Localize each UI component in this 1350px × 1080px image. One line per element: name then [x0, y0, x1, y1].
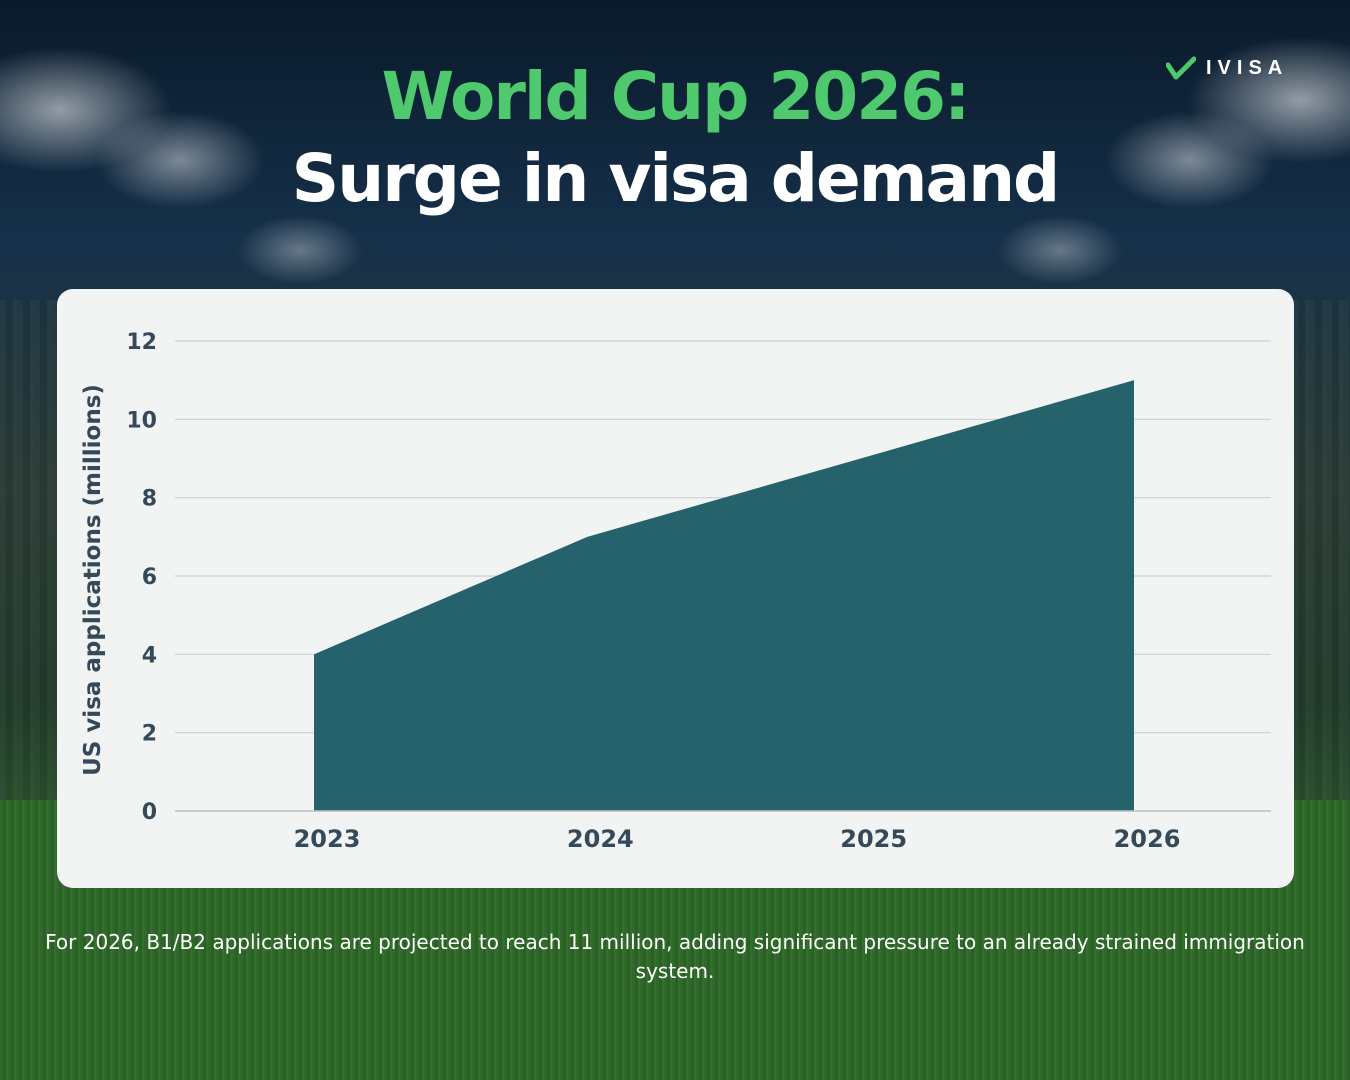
area-chart: 0 2 4 6 8 10 12 2023 2024 2025 2026 [126, 330, 1271, 853]
y-tick-label: 6 [142, 565, 157, 590]
x-tick-label: 2026 [1114, 825, 1181, 853]
page-title: World Cup 2026: Surge in visa demand [0, 56, 1350, 220]
brand-name: IVISA [1206, 56, 1289, 79]
x-tick-label: 2025 [840, 825, 907, 853]
y-axis-label-text: US visa applications (millions) [80, 384, 106, 776]
title-line-1: World Cup 2026: [381, 58, 971, 135]
x-tick-label: 2023 [294, 825, 361, 853]
y-tick-label: 4 [142, 643, 157, 668]
x-tick-label: 2024 [567, 825, 634, 853]
y-tick-label: 0 [142, 800, 157, 825]
footnote-text: For 2026, B1/B2 applications are project… [45, 930, 1305, 983]
y-tick-label: 8 [142, 487, 157, 512]
title-line-2: Surge in visa demand [291, 140, 1061, 217]
y-tick-label: 12 [126, 330, 157, 355]
checkmark-logo-icon [1166, 56, 1196, 80]
y-tick-label: 10 [126, 408, 157, 433]
y-tick-label: 2 [142, 722, 157, 747]
area-series [314, 380, 1134, 811]
chart-card: 0 2 4 6 8 10 12 2023 2024 2025 2026 [57, 289, 1294, 888]
ivisa-logo: IVISA [1166, 56, 1288, 80]
